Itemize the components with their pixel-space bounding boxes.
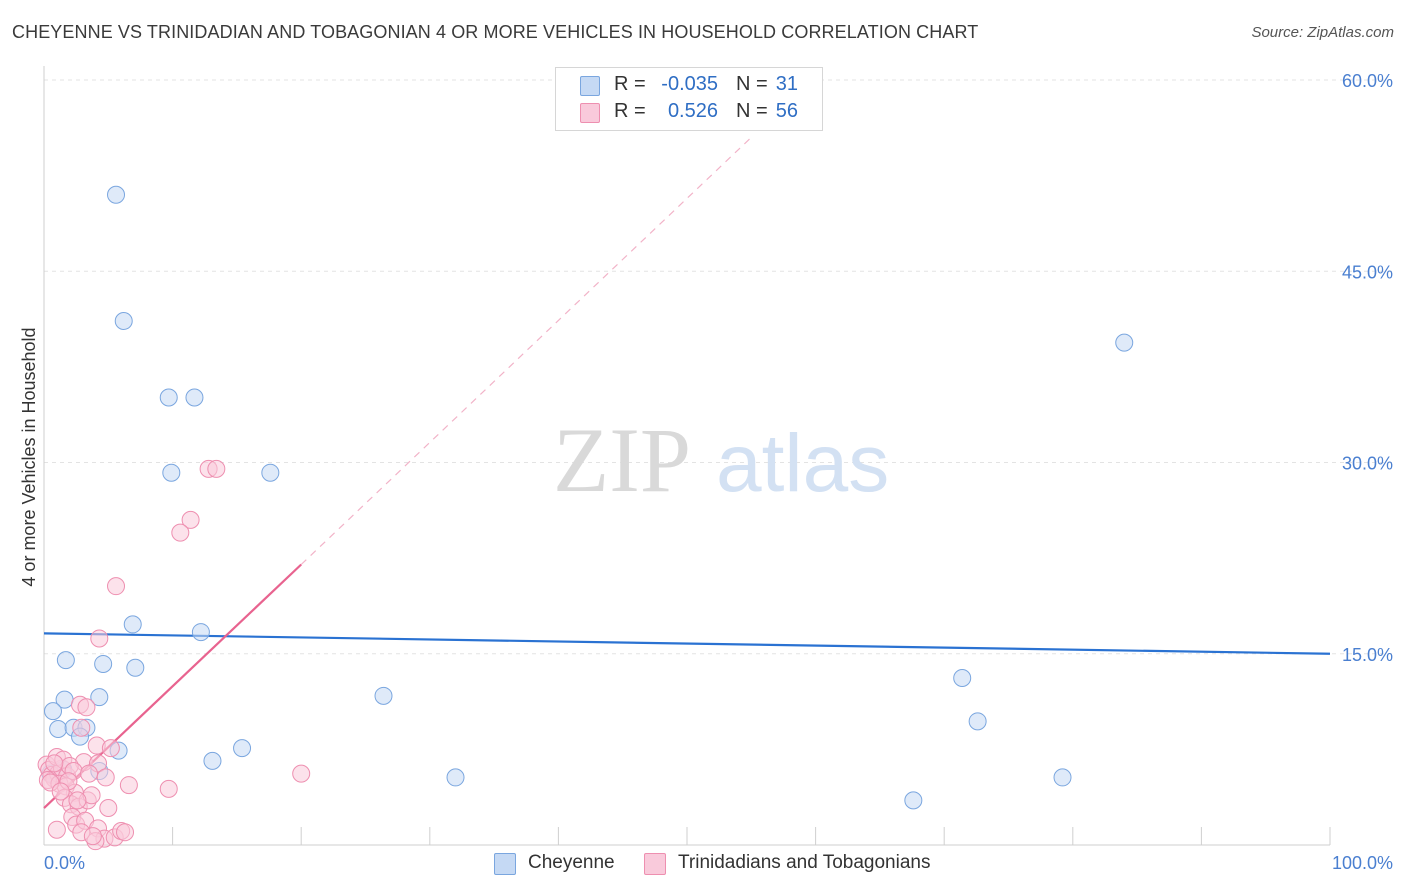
axis-labels: 15.0% 30.0% 45.0% 60.0% 0.0% 100.0% 4 or more … <box>19 71 1393 873</box>
legend-n-value: 31 <box>775 73 798 95</box>
trinidadian-point <box>80 764 99 783</box>
cheyenne-point <box>126 658 145 677</box>
legend-r-value: -0.035 <box>661 73 718 95</box>
cheyenne-point <box>191 623 210 642</box>
legend-n-label: N = <box>736 73 768 95</box>
y-tick-label: 15.0% <box>1342 645 1393 665</box>
stats-legend: R = -0.035 N = 31 R = 0.526 N = 56 <box>555 67 823 131</box>
cheyenne-point <box>90 688 109 707</box>
legend-r-label: R = <box>614 100 646 122</box>
legend-n-label: N = <box>736 100 768 122</box>
y-tick-label: 30.0% <box>1342 454 1393 474</box>
trinidadian-point <box>96 768 115 787</box>
trinidadian-point <box>207 459 226 478</box>
axes <box>43 66 1331 846</box>
trinidadian-point <box>181 510 200 529</box>
trinidadian-point <box>116 823 135 842</box>
trinidadian-point <box>51 782 70 801</box>
trinidadian-point <box>107 577 126 596</box>
legend-swatch-pink <box>580 103 600 123</box>
cheyenne-point <box>904 791 923 810</box>
x-tick-label: 100.0% <box>1332 853 1393 873</box>
chart-title: CHEYENNE VS TRINIDADIAN AND TOBAGONIAN 4… <box>12 22 979 42</box>
cheyenne-point <box>1115 333 1134 352</box>
watermark: ZIP atlas <box>553 409 889 511</box>
watermark-atlas: atlas <box>716 418 889 509</box>
trinidadian-point <box>47 820 66 839</box>
cheyenne-point <box>94 654 113 673</box>
trinidadian-point <box>77 698 96 717</box>
cheyenne-point <box>446 768 465 787</box>
trinidadian-point <box>99 799 118 818</box>
legend-r-label: R = <box>614 73 646 95</box>
trend-line <box>43 632 1331 655</box>
cheyenne-point <box>185 388 204 407</box>
cheyenne-point <box>968 712 987 731</box>
cheyenne-point <box>159 388 178 407</box>
data-points <box>37 185 1134 851</box>
cheyenne-point <box>374 686 393 705</box>
trinidadian-point <box>292 764 311 783</box>
cheyenne-point <box>1053 768 1072 787</box>
chart-source: Source: ZipAtlas.com <box>1251 24 1394 41</box>
legend-swatch-blue <box>580 76 600 96</box>
cheyenne-point <box>44 702 63 721</box>
cheyenne-point <box>56 651 75 670</box>
watermark-zip: ZIP <box>553 409 691 511</box>
cheyenne-point <box>123 615 142 634</box>
x-tick-label: 0.0% <box>44 853 85 873</box>
cheyenne-point <box>107 185 126 204</box>
trinidadian-point <box>72 718 91 737</box>
trinidadian-point <box>171 523 190 542</box>
legend-swatch-blue <box>494 853 516 875</box>
y-tick-label: 45.0% <box>1342 262 1393 282</box>
trinidadian-point <box>101 739 120 758</box>
cheyenne-point <box>953 668 972 687</box>
cheyenne-point <box>49 719 68 738</box>
legend-r-value: 0.526 <box>667 100 718 122</box>
trinidadian-point <box>83 827 102 846</box>
trinidadian-point <box>159 779 178 798</box>
y-tick-label: 60.0% <box>1342 71 1393 91</box>
legend-n-value: 56 <box>775 100 798 122</box>
grid-lines <box>44 79 1394 655</box>
legend-swatch-pink <box>644 853 666 875</box>
trinidadian-point <box>45 754 64 773</box>
trinidadian-point <box>119 776 138 795</box>
y-axis-title: 4 or more Vehicles in Household <box>19 327 39 586</box>
cheyenne-point <box>203 751 222 770</box>
legend-label: Trinidadians and Tobagonians <box>678 852 931 873</box>
cheyenne-point <box>233 739 252 758</box>
cheyenne-point <box>261 463 280 482</box>
cheyenne-point <box>114 311 133 330</box>
trinidadian-point <box>90 629 109 648</box>
cheyenne-point <box>162 463 181 482</box>
trinidadian-point <box>68 791 87 810</box>
legend-label: Cheyenne <box>528 852 615 873</box>
